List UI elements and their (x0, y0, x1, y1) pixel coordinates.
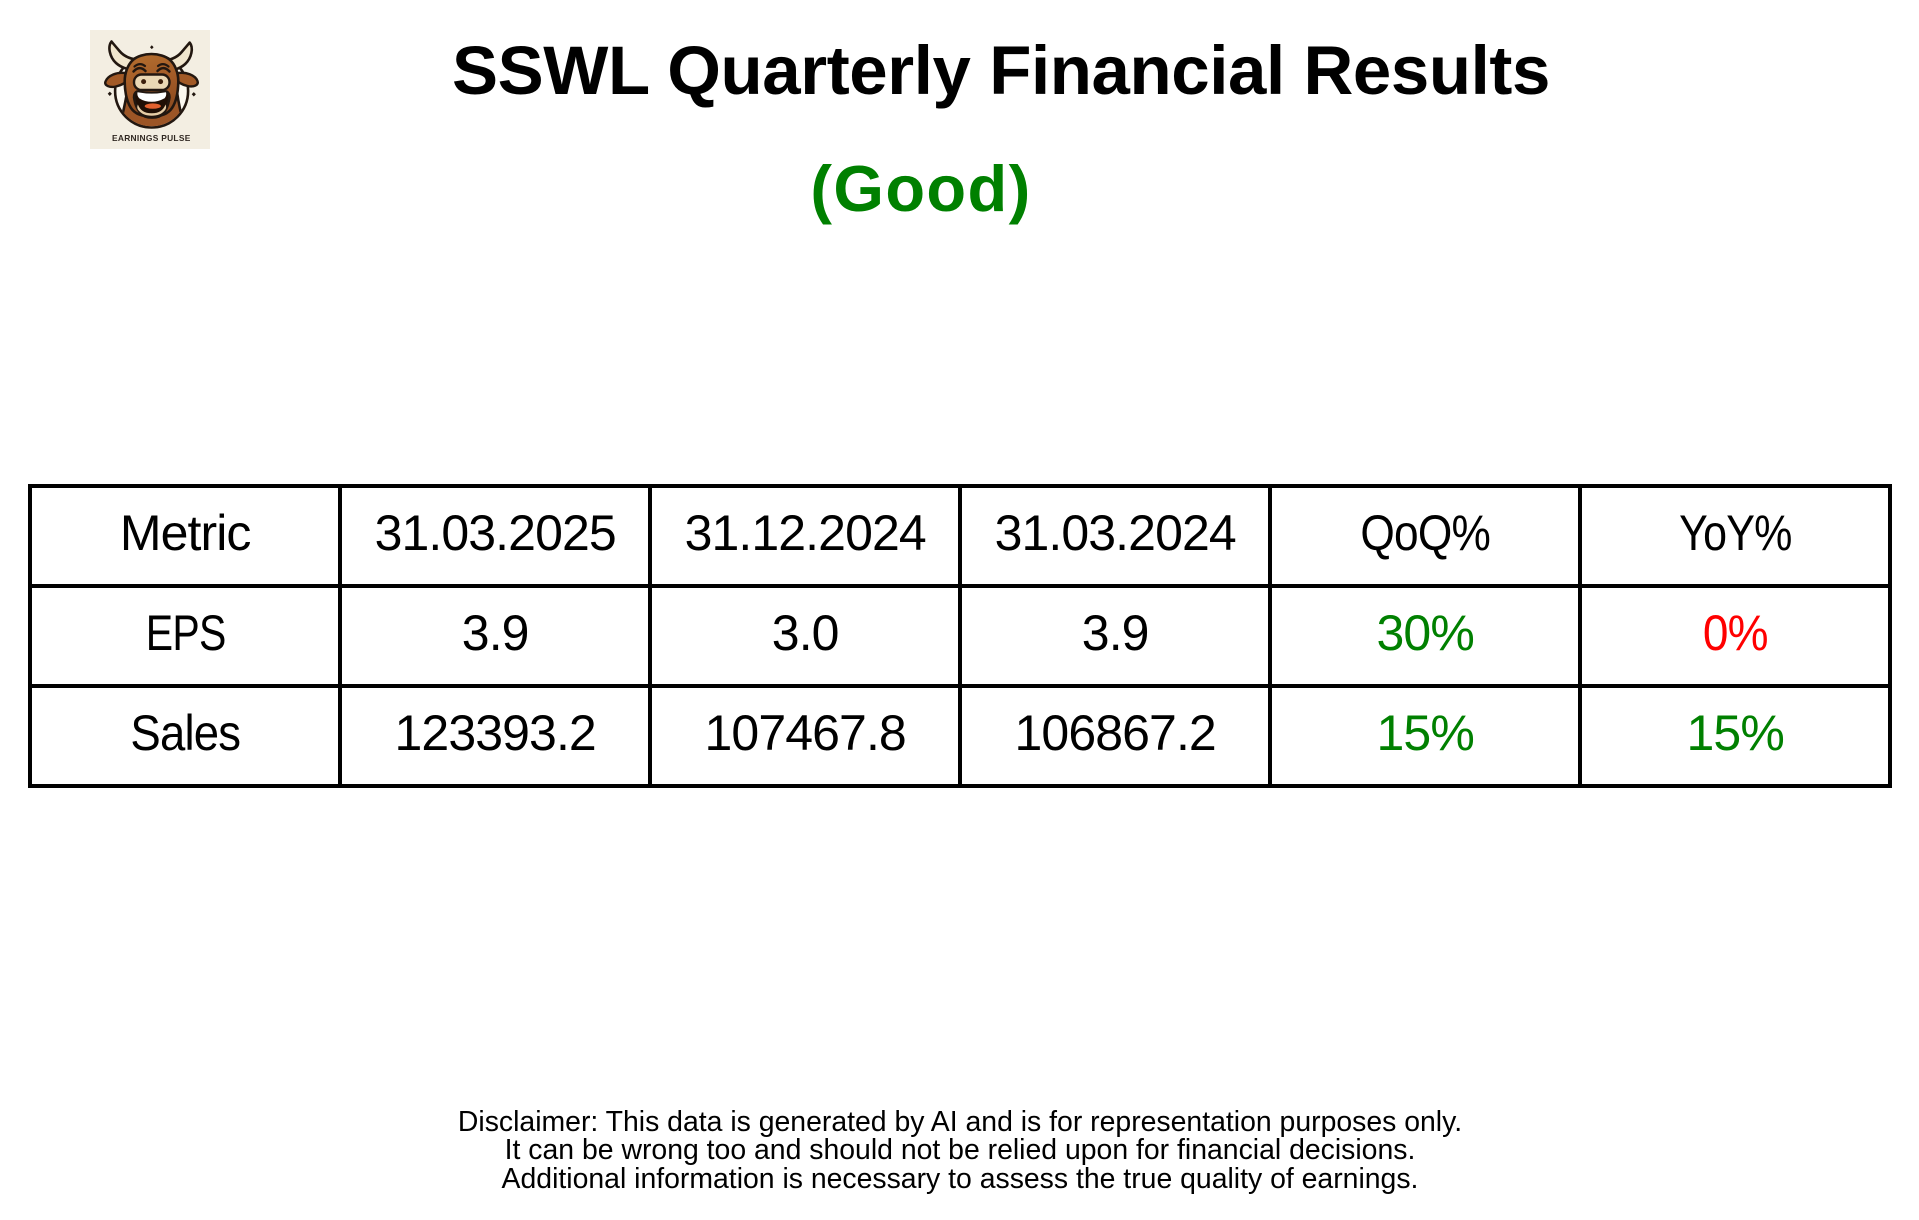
svg-text:EARNINGS PULSE: EARNINGS PULSE (112, 133, 191, 143)
